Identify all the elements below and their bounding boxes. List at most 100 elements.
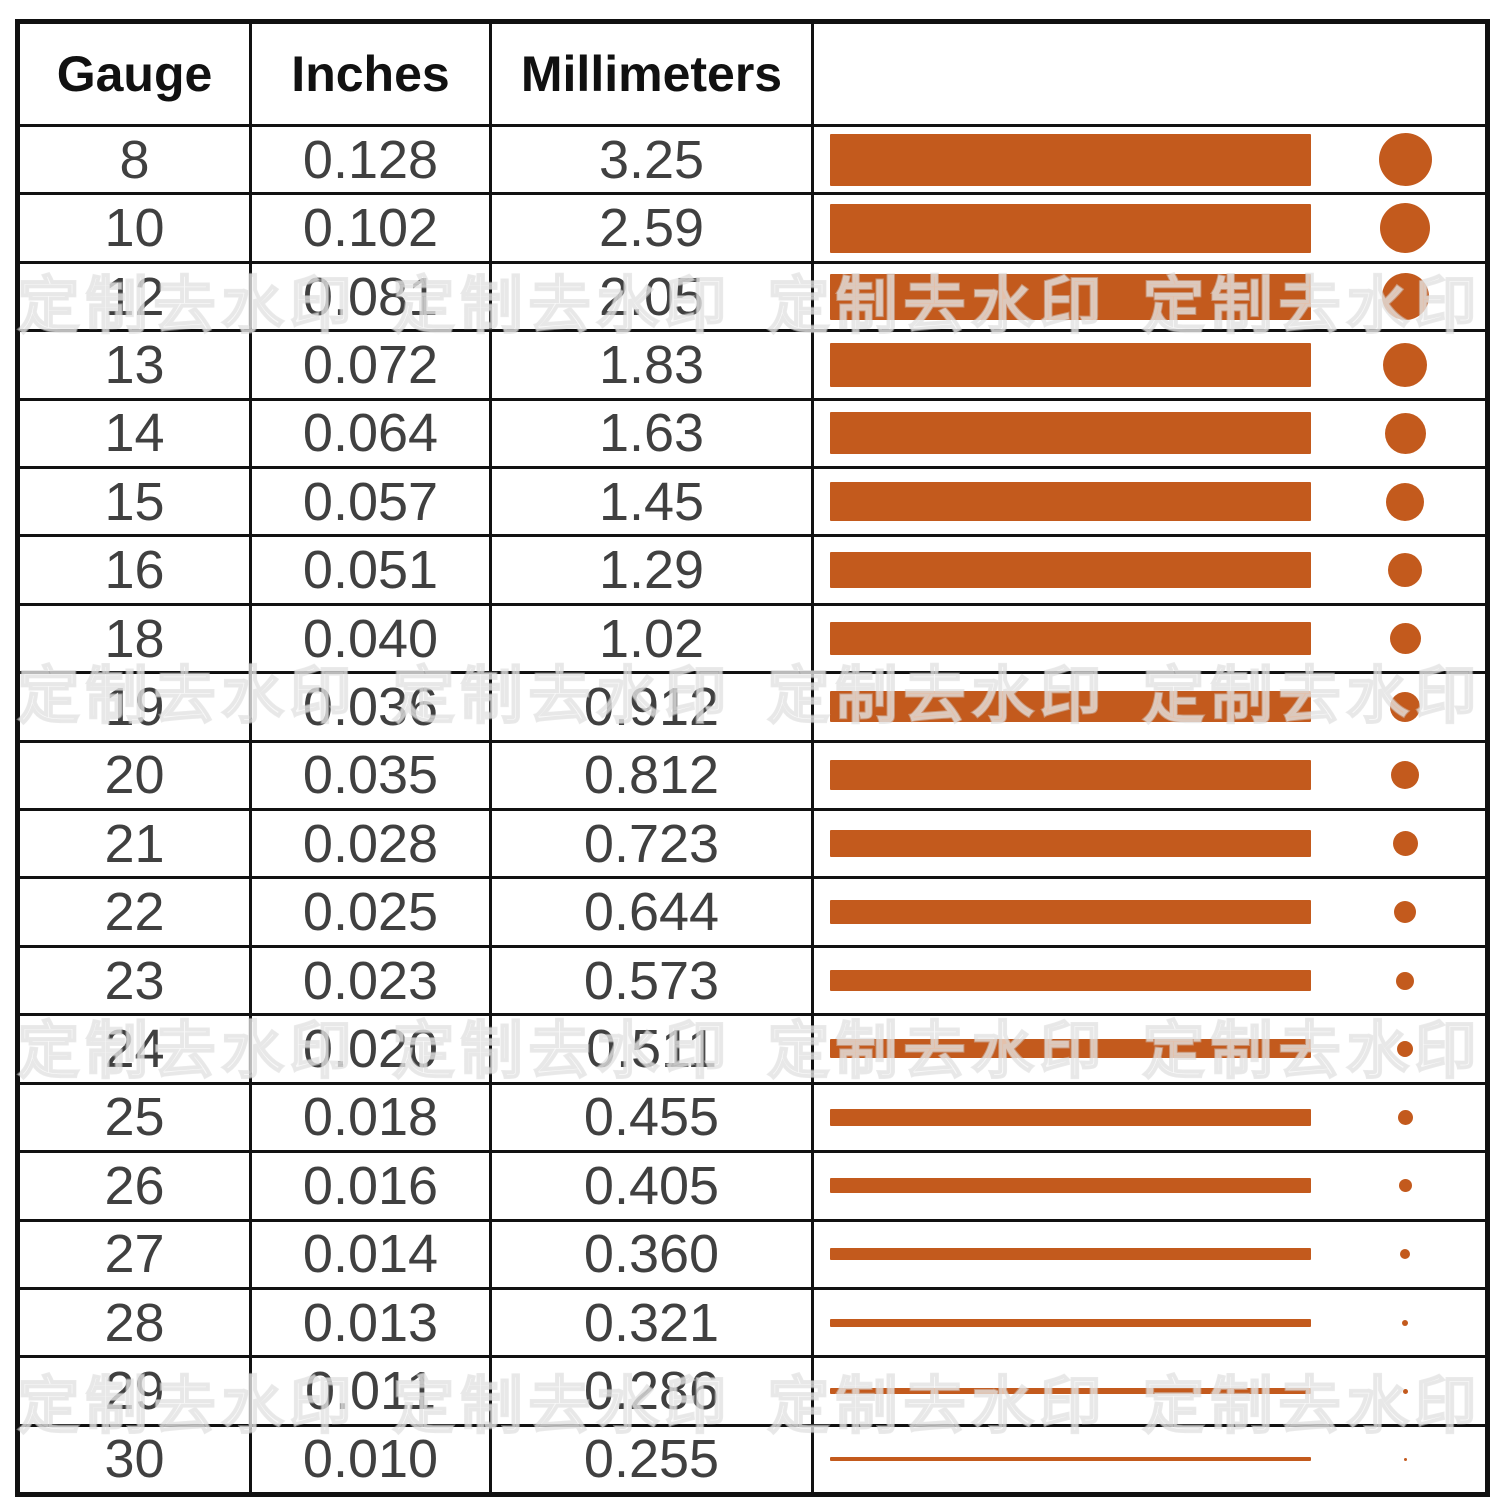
wire-thickness-bar <box>830 1388 1311 1395</box>
gauge-value: 28 <box>20 1289 252 1356</box>
inches-value: 0.010 <box>252 1426 492 1493</box>
inches-value: 0.013 <box>252 1289 492 1356</box>
table-row: 8 0.128 3.25 <box>20 124 1485 193</box>
millimeters-value: 0.912 <box>492 674 814 740</box>
inches-value: 0.128 <box>252 127 492 193</box>
gauge-value: 10 <box>20 195 252 261</box>
table-row: 21 0.028 0.723 <box>20 808 1485 877</box>
table-row: 25 0.018 0.455 <box>20 1081 1485 1151</box>
gauge-value: 14 <box>20 400 252 467</box>
size-visual-cell <box>814 127 1485 192</box>
wire-diameter-dot <box>1397 1109 1413 1125</box>
size-visual-cell <box>814 332 1485 397</box>
millimeters-value: 1.29 <box>492 537 814 603</box>
size-visual-cell <box>814 264 1485 329</box>
table-row: 14 0.064 1.63 <box>20 397 1485 467</box>
table-row: 27 0.014 0.360 <box>20 1218 1485 1287</box>
size-visual-cell <box>814 1290 1485 1355</box>
millimeters-value: 0.511 <box>492 1016 814 1082</box>
wire-thickness-bar <box>830 760 1311 791</box>
millimeters-value: 2.59 <box>492 195 814 261</box>
gauge-value: 13 <box>20 332 252 398</box>
wire-thickness-bar <box>830 342 1311 387</box>
millimeters-value: 0.573 <box>492 947 814 1014</box>
table-row: 20 0.035 0.812 <box>20 739 1485 809</box>
wire-diameter-dot <box>1386 482 1424 521</box>
wire-diameter-dot <box>1388 553 1422 588</box>
size-visual-cell <box>814 948 1485 1013</box>
inches-value: 0.064 <box>252 400 492 467</box>
gauge-value: 19 <box>20 674 252 740</box>
wire-thickness-bar <box>830 622 1311 656</box>
wire-diameter-dot <box>1394 901 1416 924</box>
wire-thickness-bar <box>830 1039 1311 1059</box>
header-gauge: Gauge <box>20 24 252 124</box>
wire-diameter-dot <box>1390 691 1420 722</box>
table-row: 12 0.081 2.05 <box>20 260 1485 330</box>
size-visual-cell <box>814 674 1485 739</box>
gauge-value: 26 <box>20 1153 252 1219</box>
inches-value: 0.035 <box>252 742 492 809</box>
millimeters-value: 0.455 <box>492 1084 814 1151</box>
size-visual-cell <box>814 537 1485 602</box>
wire-diameter-dot <box>1403 1457 1407 1461</box>
millimeters-value: 1.02 <box>492 605 814 672</box>
gauge-value: 22 <box>20 879 252 945</box>
inches-value: 0.051 <box>252 537 492 603</box>
wire-diameter-dot <box>1402 1388 1408 1394</box>
wire-diameter-dot <box>1383 342 1427 387</box>
millimeters-value: 1.83 <box>492 332 814 398</box>
size-visual-cell <box>814 1153 1485 1218</box>
wire-diameter-dot <box>1380 203 1430 254</box>
wire-diameter-dot <box>1392 831 1418 857</box>
table-row: 28 0.013 0.321 <box>20 1286 1485 1356</box>
inches-value: 0.072 <box>252 332 492 398</box>
wire-diameter-dot <box>1391 761 1419 790</box>
wire-thickness-bar <box>830 482 1311 522</box>
inches-value: 0.040 <box>252 605 492 672</box>
table-row: 10 0.102 2.59 <box>20 192 1485 261</box>
gauge-value: 23 <box>20 947 252 1014</box>
inches-value: 0.018 <box>252 1084 492 1151</box>
wire-diameter-dot <box>1398 1179 1412 1193</box>
millimeters-value: 2.05 <box>492 263 814 330</box>
wire-thickness-bar <box>830 830 1311 858</box>
header-millimeters: Millimeters <box>492 24 814 124</box>
wire-thickness-bar <box>830 1248 1311 1261</box>
size-visual-cell <box>814 879 1485 944</box>
millimeters-value: 3.25 <box>492 127 814 193</box>
gauge-value: 24 <box>20 1016 252 1082</box>
millimeters-value: 1.45 <box>492 469 814 535</box>
size-visual-cell <box>814 811 1485 876</box>
wire-diameter-dot <box>1396 971 1414 990</box>
wire-diameter-dot <box>1378 133 1432 187</box>
wire-diameter-dot <box>1397 1040 1413 1057</box>
millimeters-value: 0.286 <box>492 1358 814 1424</box>
gauge-value: 29 <box>20 1358 252 1424</box>
table-row: 24 0.020 0.511 <box>20 1013 1485 1082</box>
table-row: 22 0.025 0.644 <box>20 876 1485 945</box>
gauge-value: 20 <box>20 742 252 809</box>
size-visual-cell <box>814 1085 1485 1150</box>
wire-diameter-dot <box>1384 412 1426 454</box>
inches-value: 0.036 <box>252 674 492 740</box>
wire-thickness-bar <box>830 552 1311 589</box>
table-row: 29 0.011 0.286 <box>20 1355 1485 1424</box>
wire-diameter-dot <box>1381 273 1429 321</box>
inches-value: 0.016 <box>252 1153 492 1219</box>
size-visual-cell <box>814 1016 1485 1081</box>
header-inches: Inches <box>252 24 492 124</box>
millimeters-value: 0.723 <box>492 811 814 877</box>
gauge-value: 21 <box>20 811 252 877</box>
table-header-row: Gauge Inches Millimeters <box>20 24 1485 124</box>
table-row: 16 0.051 1.29 <box>20 534 1485 603</box>
gauge-value: 27 <box>20 1221 252 1287</box>
size-visual-cell <box>814 1222 1485 1287</box>
millimeters-value: 0.812 <box>492 742 814 809</box>
wire-diameter-dot <box>1400 1249 1410 1260</box>
wire-thickness-bar <box>830 691 1311 723</box>
millimeters-value: 0.255 <box>492 1426 814 1493</box>
inches-value: 0.028 <box>252 811 492 877</box>
inches-value: 0.020 <box>252 1016 492 1082</box>
inches-value: 0.025 <box>252 879 492 945</box>
